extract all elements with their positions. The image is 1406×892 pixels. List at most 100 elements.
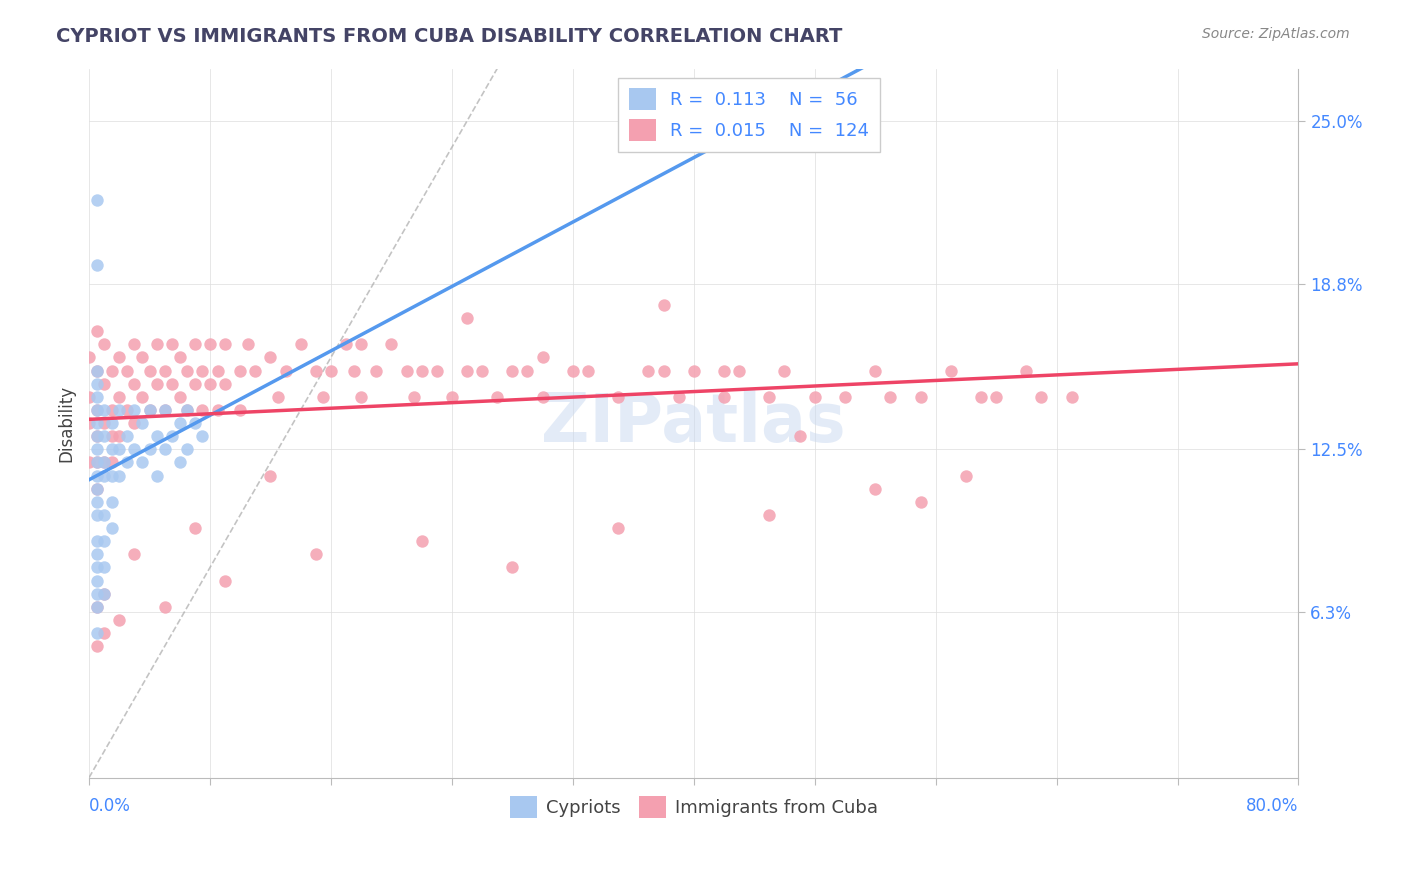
Point: [259, 351, 281, 365]
Point: [86, 482, 108, 496]
Point: [77, 390, 100, 404]
Point: [138, 403, 160, 417]
Point: [229, 363, 252, 377]
Point: [77, 455, 100, 469]
Point: [335, 337, 357, 351]
Point: [207, 403, 229, 417]
Point: [93, 337, 115, 351]
Point: [86, 626, 108, 640]
Point: [713, 390, 735, 404]
Point: [350, 390, 373, 404]
Point: [607, 521, 630, 535]
Point: [108, 351, 131, 365]
Point: [86, 363, 108, 377]
Point: [169, 455, 191, 469]
Point: [108, 442, 131, 457]
Point: [108, 429, 131, 443]
Point: [758, 390, 780, 404]
Point: [93, 468, 115, 483]
Point: [305, 363, 328, 377]
Point: [86, 363, 108, 377]
Point: [86, 259, 108, 273]
Point: [501, 560, 523, 574]
Point: [93, 403, 115, 417]
Point: [191, 403, 214, 417]
Point: [456, 310, 478, 325]
Point: [207, 363, 229, 377]
Point: [668, 390, 690, 404]
Point: [77, 416, 100, 430]
Point: [214, 376, 236, 391]
Point: [214, 337, 236, 351]
Point: [366, 363, 388, 377]
Point: [100, 416, 122, 430]
Text: CYPRIOT VS IMMIGRANTS FROM CUBA DISABILITY CORRELATION CHART: CYPRIOT VS IMMIGRANTS FROM CUBA DISABILI…: [56, 27, 842, 45]
Point: [93, 587, 115, 601]
Point: [86, 587, 108, 601]
Point: [86, 403, 108, 417]
Point: [153, 599, 176, 614]
Point: [93, 560, 115, 574]
Point: [138, 442, 160, 457]
Point: [86, 390, 108, 404]
Point: [86, 455, 108, 469]
Point: [939, 363, 962, 377]
Point: [86, 482, 108, 496]
Point: [531, 351, 554, 365]
Point: [834, 390, 856, 404]
Point: [803, 390, 825, 404]
Point: [124, 442, 146, 457]
Point: [682, 363, 704, 377]
Point: [93, 455, 115, 469]
Legend: Cypriots, Immigrants from Cuba: Cypriots, Immigrants from Cuba: [502, 789, 884, 825]
Point: [319, 363, 342, 377]
Y-axis label: Disability: Disability: [58, 384, 75, 461]
Point: [184, 337, 207, 351]
Point: [274, 363, 297, 377]
Point: [380, 337, 402, 351]
Point: [395, 363, 418, 377]
Point: [516, 363, 538, 377]
Point: [93, 626, 115, 640]
Point: [789, 429, 811, 443]
Point: [411, 363, 433, 377]
Point: [115, 455, 138, 469]
Point: [93, 508, 115, 522]
Point: [198, 376, 221, 391]
Point: [86, 376, 108, 391]
Point: [713, 363, 735, 377]
Point: [1031, 390, 1053, 404]
Point: [108, 468, 131, 483]
Point: [198, 337, 221, 351]
Point: [86, 193, 108, 207]
Point: [879, 390, 901, 404]
Point: [146, 376, 169, 391]
Point: [184, 521, 207, 535]
Point: [863, 482, 886, 496]
Point: [259, 468, 281, 483]
Point: [77, 351, 100, 365]
Point: [305, 547, 328, 561]
Point: [100, 403, 122, 417]
Point: [100, 468, 122, 483]
Point: [984, 390, 1007, 404]
Point: [236, 337, 259, 351]
Point: [115, 363, 138, 377]
Point: [100, 455, 122, 469]
Point: [728, 363, 751, 377]
Point: [456, 363, 478, 377]
Point: [93, 376, 115, 391]
Point: [124, 416, 146, 430]
Point: [86, 508, 108, 522]
Point: [86, 468, 108, 483]
Point: [108, 403, 131, 417]
Point: [191, 363, 214, 377]
Point: [86, 574, 108, 588]
Point: [440, 390, 463, 404]
Point: [863, 363, 886, 377]
Point: [910, 495, 932, 509]
Point: [86, 429, 108, 443]
Point: [184, 376, 207, 391]
Point: [124, 403, 146, 417]
Point: [100, 363, 122, 377]
